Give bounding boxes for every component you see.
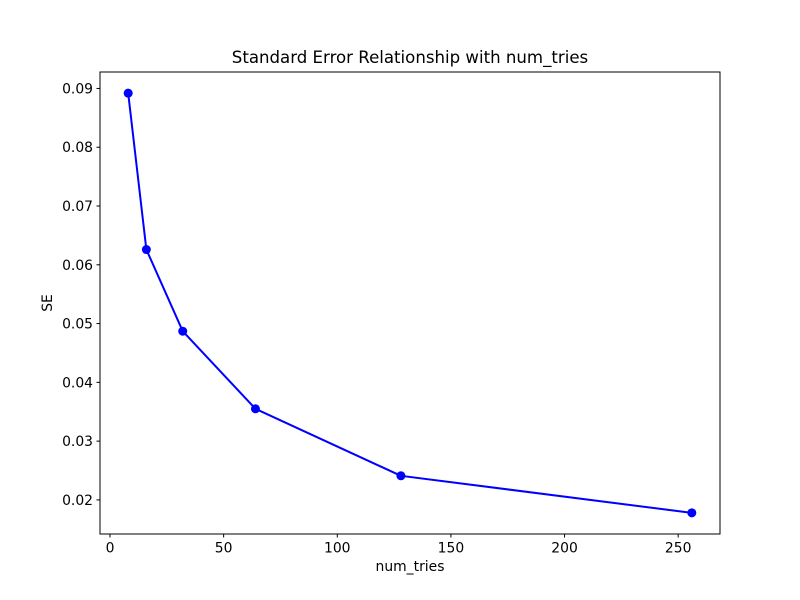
data-point <box>123 88 133 98</box>
x-tick-label: 100 <box>324 541 351 557</box>
data-point <box>178 326 188 336</box>
x-axis-label: num_tries <box>376 559 445 575</box>
x-tick-label: 200 <box>551 541 578 557</box>
y-tick-label: 0.05 <box>62 317 93 333</box>
y-tick-label: 0.02 <box>62 493 93 509</box>
y-tick-label: 0.06 <box>62 258 93 274</box>
x-tick-label: 150 <box>438 541 465 557</box>
data-point <box>687 508 697 518</box>
y-tick-label: 0.08 <box>62 140 93 156</box>
y-tick-label: 0.07 <box>62 199 93 215</box>
x-tick-label: 50 <box>215 541 233 557</box>
data-point <box>250 404 260 414</box>
se-line <box>127 92 693 514</box>
data-point <box>141 245 151 255</box>
y-tick-label: 0.03 <box>62 434 93 450</box>
plot-background <box>100 72 720 534</box>
plot-spines <box>99 71 721 535</box>
x-tick-label: 0 <box>106 541 115 557</box>
plot-generated-group: 0 50 100 150 200 250 0.02 0.03 0.04 0.05 0.06 0.07 0… <box>62 71 721 557</box>
y-tick-label: 0.09 <box>62 81 93 97</box>
y-axis-label: SE <box>40 294 56 312</box>
y-tick-label: 0.04 <box>62 375 93 391</box>
chart-title: Standard Error Relationship with num_tri… <box>232 48 588 68</box>
x-tick-label: 250 <box>665 541 692 557</box>
data-point <box>396 471 406 481</box>
